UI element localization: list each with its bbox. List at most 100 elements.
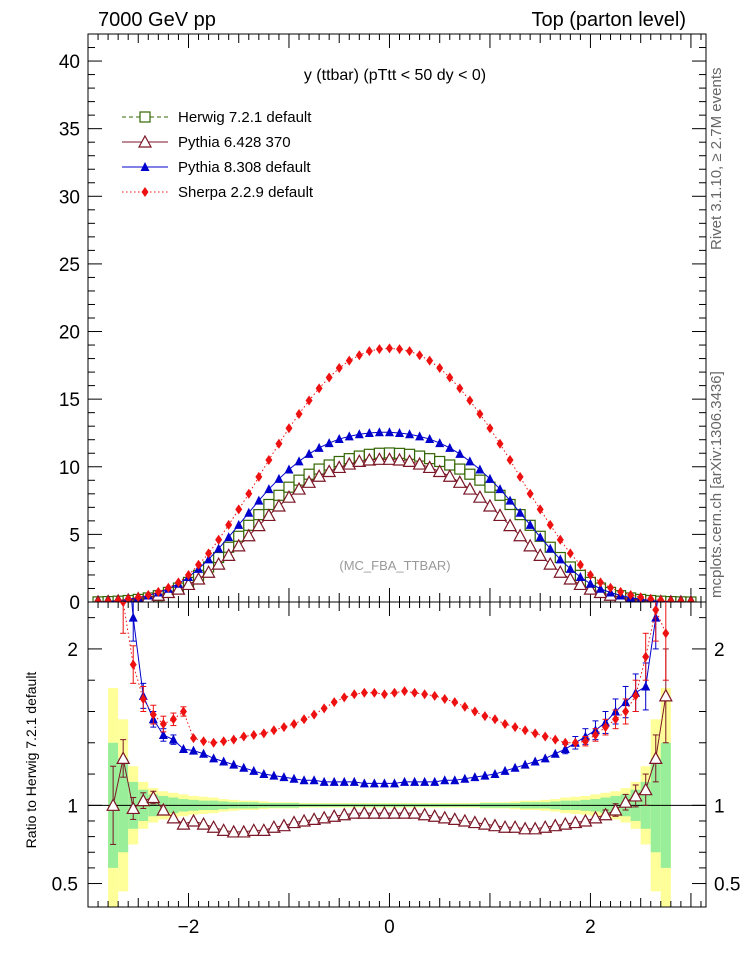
legend-marker [137, 134, 153, 148]
data-point [124, 594, 132, 602]
ratio-point [279, 772, 289, 782]
ratio-point [407, 805, 422, 819]
data-point [563, 571, 578, 585]
ratio-point [642, 651, 650, 662]
ratio-point [159, 719, 167, 729]
data-point [241, 528, 256, 542]
ratio-point [490, 769, 500, 779]
data-point [312, 468, 327, 482]
data-point [191, 571, 206, 585]
data-point [435, 438, 445, 448]
y-tick-label: 0 [69, 593, 80, 614]
data-point [555, 554, 565, 564]
ratio-y-axis-label: Ratio to Herwig 7.2.1 default [23, 672, 39, 849]
ratio-point [641, 681, 651, 691]
data-point [573, 577, 588, 591]
ratio-point [420, 776, 430, 786]
data-point [344, 431, 354, 441]
ratio-point [498, 819, 513, 833]
ratio-point [357, 805, 372, 819]
ratio-point [179, 706, 187, 717]
data-point [405, 429, 415, 439]
ratio-series-0 [106, 648, 673, 845]
ratio-point [136, 793, 151, 807]
ratio-point [129, 659, 137, 670]
ratio-uncertainty-band [108, 688, 671, 907]
legend-marker [141, 187, 149, 197]
data-point [392, 452, 407, 466]
data-point [204, 554, 214, 564]
data-point [484, 481, 496, 493]
ratio-point [229, 759, 239, 769]
ratio-point [286, 815, 302, 829]
data-point [322, 464, 337, 478]
data-point [595, 583, 605, 593]
ratio-point [500, 765, 510, 775]
ratio-point [661, 503, 670, 512]
data-point [515, 507, 525, 517]
data-point [314, 442, 324, 452]
ratio-point [400, 776, 410, 786]
data-point [274, 473, 284, 483]
rivet-version-label: Rivet 3.1.10, ≥ 2.7M events [708, 68, 725, 251]
ratio-point [530, 756, 540, 766]
ratio-point [430, 776, 440, 786]
ratio-point [158, 729, 168, 739]
ratio-point [608, 802, 623, 816]
data-point [215, 534, 223, 545]
ratio-point [662, 628, 670, 639]
ratio-point [380, 689, 388, 700]
data-point [596, 577, 604, 588]
ratio-point [146, 790, 161, 804]
ratio-point [276, 818, 291, 832]
ratio-point [249, 765, 259, 775]
data-point [535, 532, 545, 542]
data-point [452, 475, 467, 488]
ratio-point [176, 816, 191, 830]
ratio-point [156, 802, 171, 816]
ratio-point [320, 703, 328, 714]
data-point [184, 569, 192, 580]
ratio-point [350, 689, 358, 700]
ratio-point [116, 751, 131, 765]
data-point [224, 532, 234, 542]
ratio-point [300, 714, 308, 725]
data-point [466, 395, 474, 406]
ratio-panel: Ratio to Herwig 7.2.1 default −2 0 2 0.5 0.5… [23, 503, 740, 938]
ratio-point [658, 688, 673, 702]
ratio-point [370, 687, 378, 698]
data-point [292, 481, 307, 495]
data-point [416, 350, 424, 361]
ratio-point [307, 812, 322, 826]
ratio-point [299, 775, 309, 785]
ratio-point [210, 737, 218, 748]
data-point [211, 556, 226, 570]
data-point [375, 344, 383, 355]
data-point [285, 423, 293, 434]
ratio-point [168, 734, 178, 744]
data-point [255, 471, 263, 482]
data-point [503, 518, 518, 532]
data-point [556, 534, 564, 545]
ratio-point [230, 734, 238, 745]
ratio-point [329, 776, 339, 786]
ratio-point [166, 810, 181, 824]
data-point [647, 594, 655, 602]
data-point [583, 581, 598, 595]
data-point [231, 538, 246, 552]
ratio-y-tick-label: 2 [67, 640, 78, 661]
ratio-point [518, 821, 533, 835]
data-point [365, 346, 373, 357]
data-point [476, 409, 484, 420]
ratio-point [531, 728, 539, 739]
data-point [214, 543, 224, 553]
data-point [342, 456, 357, 470]
data-point [456, 383, 464, 394]
ratio-point [349, 776, 359, 786]
data-point [245, 488, 253, 499]
data-point [523, 538, 538, 552]
data-point [566, 548, 574, 559]
ratio-point [319, 776, 329, 786]
data-point [174, 577, 182, 588]
y-tick-label: 10 [59, 458, 80, 479]
